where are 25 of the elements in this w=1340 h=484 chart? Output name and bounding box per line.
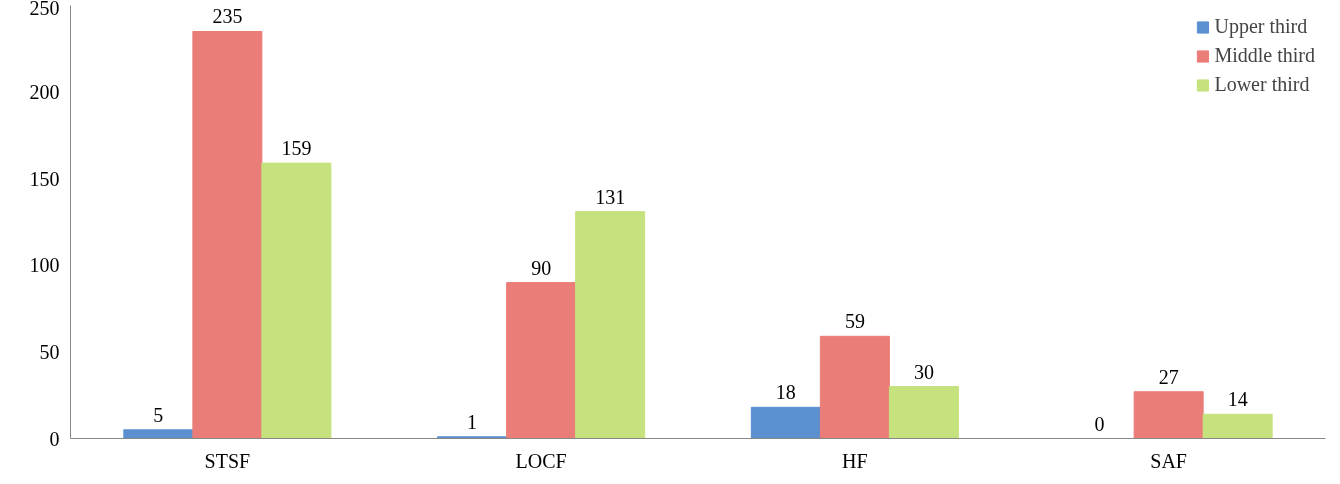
- data-label: 90: [531, 256, 552, 279]
- data-label: 59: [844, 310, 865, 333]
- data-label: 0: [1094, 412, 1105, 435]
- data-label: 235: [212, 5, 243, 28]
- data-label: 5: [153, 403, 164, 426]
- data-label: 30: [913, 360, 934, 383]
- data-label: 1: [467, 410, 478, 433]
- legend-label: Lower third: [1214, 73, 1310, 96]
- y-tick-label: 250: [29, 0, 60, 19]
- y-tick-label: 100: [29, 254, 60, 277]
- data-label: 18: [775, 381, 796, 404]
- legend-label: Upper third: [1214, 15, 1308, 38]
- data-label: 14: [1227, 388, 1248, 411]
- x-tick-label: HF: [842, 449, 868, 472]
- x-tick-label: STSF: [204, 449, 251, 472]
- legend-label: Middle third: [1214, 44, 1315, 67]
- data-label: 131: [595, 185, 626, 208]
- y-tick-label: 0: [49, 427, 60, 450]
- x-tick-label: LOCF: [515, 449, 567, 472]
- data-label: 27: [1158, 365, 1179, 388]
- y-tick-label: 50: [39, 340, 60, 363]
- data-label: 159: [281, 137, 312, 160]
- y-tick-label: 150: [29, 167, 60, 190]
- y-tick-label: 200: [29, 81, 60, 104]
- x-tick-label: SAF: [1150, 449, 1187, 472]
